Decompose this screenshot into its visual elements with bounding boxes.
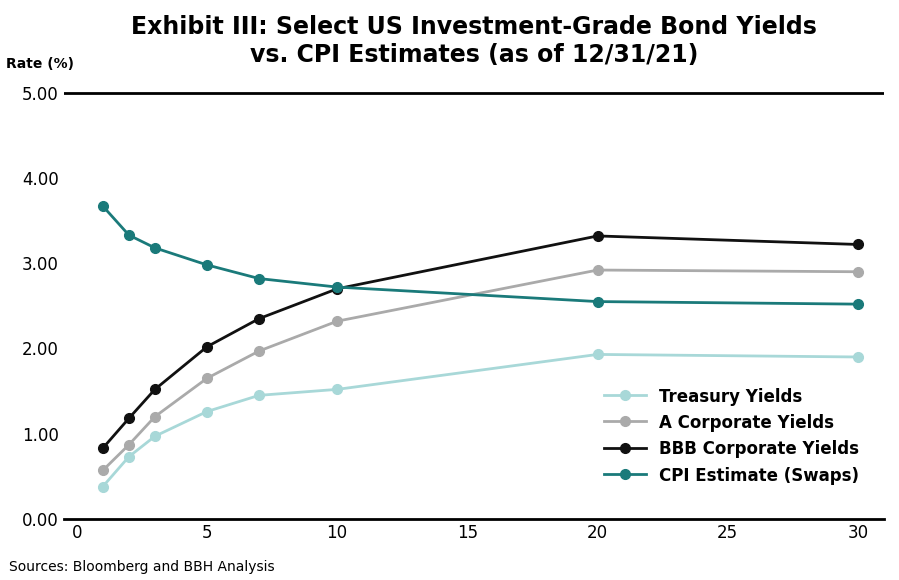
BBB Corporate Yields <box>97 445 108 452</box>
Treasury Yields <box>123 453 134 460</box>
CPI Estimate (Swaps) <box>852 300 863 307</box>
Text: Rate (%): Rate (%) <box>6 57 75 71</box>
Title: Exhibit III: Select US Investment-Grade Bond Yields
vs. CPI Estimates (as of 12/: Exhibit III: Select US Investment-Grade … <box>131 15 817 67</box>
CPI Estimate (Swaps) <box>592 298 603 305</box>
A Corporate Yields <box>852 269 863 276</box>
Line: A Corporate Yields: A Corporate Yields <box>98 265 863 475</box>
CPI Estimate (Swaps) <box>254 275 264 282</box>
A Corporate Yields <box>254 347 264 354</box>
A Corporate Yields <box>149 413 160 420</box>
A Corporate Yields <box>123 441 134 448</box>
A Corporate Yields <box>332 318 343 325</box>
BBB Corporate Yields <box>149 386 160 393</box>
BBB Corporate Yields <box>332 285 343 292</box>
CPI Estimate (Swaps) <box>332 284 343 291</box>
CPI Estimate (Swaps) <box>149 244 160 251</box>
CPI Estimate (Swaps) <box>201 262 212 269</box>
Line: BBB Corporate Yields: BBB Corporate Yields <box>98 231 863 453</box>
Treasury Yields <box>332 386 343 393</box>
A Corporate Yields <box>97 467 108 474</box>
BBB Corporate Yields <box>592 233 603 240</box>
Treasury Yields <box>254 392 264 399</box>
BBB Corporate Yields <box>254 315 264 322</box>
BBB Corporate Yields <box>123 415 134 422</box>
Line: CPI Estimate (Swaps): CPI Estimate (Swaps) <box>98 201 863 309</box>
Treasury Yields <box>592 351 603 358</box>
Treasury Yields <box>97 483 108 490</box>
BBB Corporate Yields <box>201 343 212 350</box>
A Corporate Yields <box>592 267 603 274</box>
Text: Sources: Bloomberg and BBH Analysis: Sources: Bloomberg and BBH Analysis <box>9 560 274 574</box>
Legend: Treasury Yields, A Corporate Yields, BBB Corporate Yields, CPI Estimate (Swaps): Treasury Yields, A Corporate Yields, BBB… <box>596 379 868 493</box>
Treasury Yields <box>201 408 212 415</box>
BBB Corporate Yields <box>852 241 863 248</box>
Treasury Yields <box>852 353 863 360</box>
Line: Treasury Yields: Treasury Yields <box>98 350 863 491</box>
Treasury Yields <box>149 433 160 440</box>
CPI Estimate (Swaps) <box>123 231 134 238</box>
A Corporate Yields <box>201 375 212 382</box>
CPI Estimate (Swaps) <box>97 202 108 209</box>
